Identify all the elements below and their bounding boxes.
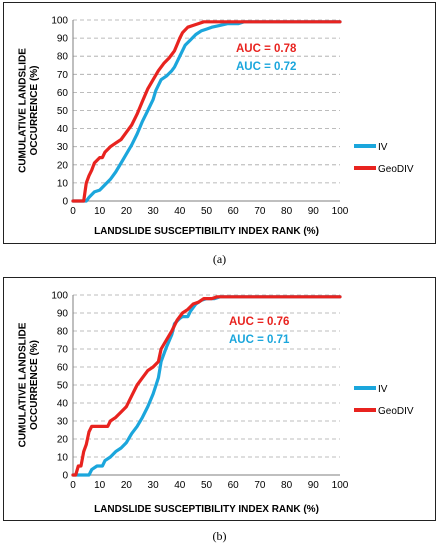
x-tick-label: 70 — [254, 206, 266, 217]
legend-label-iv: IV — [378, 142, 388, 153]
series-line-iv — [71, 295, 342, 477]
y-axis-title: CUMULATIVE LANDSLIDEOCCURRENCE (%) — [18, 322, 41, 447]
x-tick-label: 50 — [201, 206, 213, 217]
x-tick-label: 40 — [174, 206, 186, 217]
x-tick-label: 50 — [201, 480, 213, 491]
x-tick-label: 30 — [148, 206, 160, 217]
x-tick-label: 100 — [332, 206, 349, 217]
series-line-geodiv — [71, 295, 342, 477]
y-tick-label: 70 — [57, 345, 69, 356]
y-tick-label: 30 — [57, 142, 69, 153]
y-tick-label: 50 — [57, 106, 69, 117]
y-tick-label: 40 — [57, 124, 69, 135]
caption-a: (a) — [212, 252, 227, 266]
x-tick-label: 20 — [121, 206, 133, 217]
x-tick-label: 70 — [254, 480, 266, 491]
x-axis-title: LANDSLIDE SUSCEPTIBILITY INDEX RANK (%) — [94, 504, 319, 515]
x-tick-label: 90 — [308, 206, 320, 217]
y-tick-label: 100 — [51, 291, 68, 302]
series-line-iv — [71, 20, 342, 203]
x-tick-label: 80 — [281, 206, 293, 217]
y-tick-label: 50 — [57, 381, 69, 392]
y-tick-label: 60 — [57, 88, 69, 99]
x-tick-label: 100 — [332, 480, 349, 491]
y-tick-label: 70 — [57, 70, 69, 81]
x-tick-label: 40 — [174, 480, 186, 491]
y-axis-title-line2: OCCURRENCE (%) — [29, 66, 40, 156]
auc-annotation: AUC = 0.72 — [236, 61, 296, 73]
y-tick-label: 80 — [57, 52, 69, 63]
legend-label-geodiv: GeoDIV — [378, 406, 414, 417]
legend-label-iv: IV — [378, 384, 388, 395]
y-tick-label: 10 — [57, 453, 69, 464]
legend-label-geodiv: GeoDIV — [378, 164, 414, 175]
x-tick-label: 60 — [228, 206, 240, 217]
roc-chart-b: 0 10 20 30 40 50 60 70 80 90 100 0 10 20 30 40 50 60 70 80 9… — [18, 291, 414, 516]
y-axis-title-line1: CUMULATIVE LANDSLIDE — [18, 322, 29, 447]
y-tick-label: 60 — [57, 363, 69, 374]
y-tick-label: 90 — [57, 309, 69, 320]
x-tick-label: 10 — [94, 206, 106, 217]
auc-annotation: AUC = 0.76 — [229, 316, 289, 328]
y-tick-label: 20 — [57, 160, 69, 171]
y-axis-title: CUMULATIVE LANDSLIDEOCCURRENCE (%) — [18, 48, 41, 173]
x-tick-label: 30 — [148, 480, 160, 491]
roc-chart-a: 0 10 20 30 40 50 60 70 80 90 100 0 10 20 30 40 50 60 70 80 9… — [18, 16, 414, 238]
x-tick-label: 80 — [281, 480, 293, 491]
x-axis-title: LANDSLIDE SUSCEPTIBILITY INDEX RANK (%) — [94, 226, 319, 237]
x-tick-label: 90 — [308, 480, 320, 491]
auc-annotation: AUC = 0.78 — [236, 43, 297, 55]
series-line-geodiv — [71, 20, 342, 203]
y-tick-label: 20 — [57, 435, 69, 446]
x-tick-label: 0 — [70, 206, 76, 217]
chart-panel-a: 0 10 20 30 40 50 60 70 80 90 100 0 10 20 30 40 50 60 70 80 9… — [3, 2, 436, 244]
y-tick-label: 0 — [62, 471, 68, 482]
y-axis-title-line1: CUMULATIVE LANDSLIDE — [18, 48, 29, 173]
y-tick-label: 90 — [57, 34, 69, 45]
x-tick-label: 20 — [121, 480, 133, 491]
y-tick-label: 0 — [62, 197, 68, 208]
x-tick-label: 0 — [70, 480, 76, 491]
y-tick-label: 100 — [51, 16, 68, 27]
y-axis-title-line2: OCCURRENCE (%) — [29, 340, 40, 430]
y-tick-label: 40 — [57, 399, 69, 410]
x-tick-label: 60 — [228, 480, 240, 491]
y-tick-label: 80 — [57, 327, 69, 338]
caption-b: (b) — [212, 529, 227, 543]
y-tick-label: 30 — [57, 417, 69, 428]
y-tick-label: 10 — [57, 178, 69, 189]
x-tick-label: 10 — [94, 480, 106, 491]
auc-annotation: AUC = 0.71 — [229, 334, 290, 346]
chart-panel-b: 0 10 20 30 40 50 60 70 80 90 100 0 10 20 30 40 50 60 70 80 9… — [3, 277, 436, 521]
